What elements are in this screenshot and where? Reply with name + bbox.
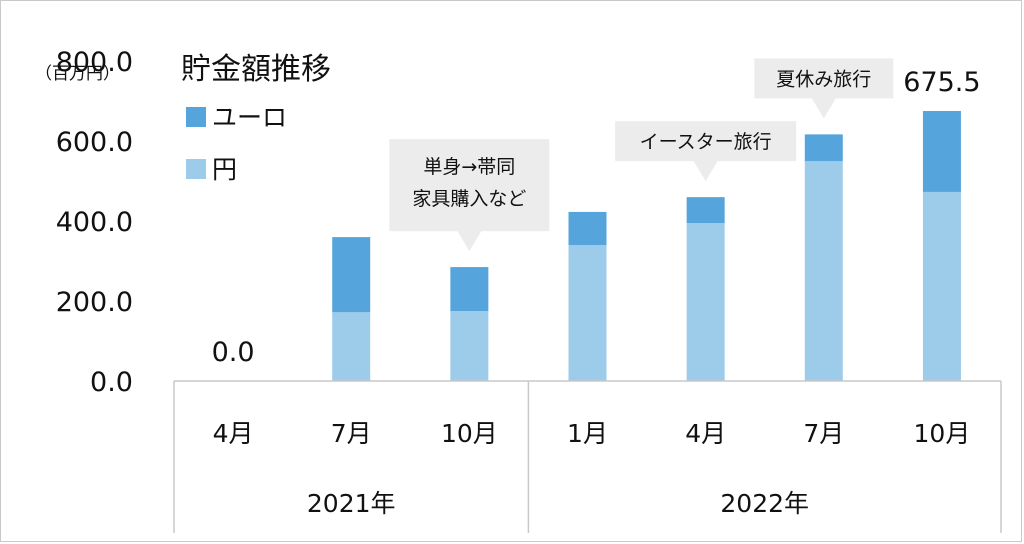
bar-segment (568, 211, 607, 246)
callout-box (615, 121, 797, 182)
x-tick-label: 4月 (213, 419, 254, 448)
y-axis: 0.0 200.0 400.0 600.0 800.0 (56, 47, 133, 398)
year-label: 2021年 (307, 489, 396, 518)
x-tick-label: 1月 (567, 419, 608, 448)
legend-swatch (186, 159, 206, 179)
bar-segment (686, 197, 725, 224)
unit-label: （百万円） (35, 64, 120, 84)
callout: 夏休み旅行 (754, 58, 894, 119)
x-tick-label: 10月 (441, 419, 498, 448)
callout-text: 夏休み旅行 (776, 68, 871, 90)
x-axis-table: 2021年 2022年 4月 7月 10月 1月 4月 7月 10月 (173, 380, 1002, 533)
data-label: 675.5 (903, 67, 980, 98)
callout-text: 単身→帯同 (423, 156, 515, 178)
bar-segment (568, 245, 607, 381)
bar-segment (804, 161, 843, 381)
callout-box (389, 139, 550, 252)
x-tick-label: 7月 (331, 419, 372, 448)
callout-text: イースター旅行 (640, 131, 772, 153)
bars (332, 111, 961, 381)
chart-title: 貯金額推移 (181, 52, 331, 87)
data-labels: 0.0 675.5 (212, 67, 981, 368)
bar-segment (922, 191, 961, 381)
x-tick-label: 7月 (803, 419, 844, 448)
bar-segment (450, 311, 489, 381)
callout-text: 家具購入など (412, 188, 526, 210)
y-tick-label: 600.0 (56, 127, 133, 158)
legend-swatch (186, 107, 206, 127)
x-tick-label: 4月 (685, 419, 726, 448)
bar-segment (450, 267, 489, 312)
y-tick-label: 200.0 (56, 287, 133, 318)
callout: イースター旅行 (615, 121, 797, 182)
y-tick-label: 400.0 (56, 207, 133, 238)
year-label: 2022年 (720, 489, 809, 518)
data-label: 0.0 (212, 337, 255, 368)
legend-label: ユーロ (212, 103, 287, 132)
bar-segment (686, 223, 725, 381)
callout-box (754, 58, 894, 119)
x-tick-label: 10月 (914, 419, 971, 448)
bar-segment (922, 111, 961, 192)
bar-segment (332, 312, 371, 381)
legend-label: 円 (212, 155, 237, 184)
bar-segment (332, 237, 371, 313)
bar-segment (804, 134, 843, 162)
y-tick-label: 0.0 (90, 367, 133, 398)
y-tick-label: 800.0 (56, 47, 133, 78)
